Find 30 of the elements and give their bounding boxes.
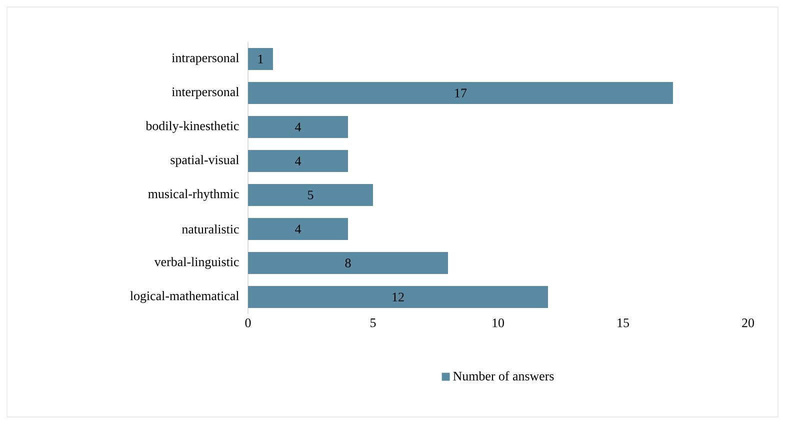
x-tick-label: 15 xyxy=(618,318,629,328)
legend-label: Number of answers xyxy=(453,371,554,380)
data-label: 4 xyxy=(295,122,302,132)
y-tick-label: bodily-kinesthetic xyxy=(146,121,239,133)
bar xyxy=(248,82,674,104)
y-tick-label: verbal-linguistic xyxy=(154,257,239,269)
data-label: 17 xyxy=(455,88,467,98)
x-tick-label: 0 xyxy=(245,318,251,328)
data-label: 4 xyxy=(295,224,302,234)
bar xyxy=(248,116,348,138)
x-tick-label: 5 xyxy=(370,318,376,328)
data-label: 8 xyxy=(345,258,351,268)
y-tick-label: logical-mathematical xyxy=(130,291,240,303)
data-label: 1 xyxy=(258,54,263,64)
bar xyxy=(248,286,548,308)
bar xyxy=(248,150,348,172)
data-label: 5 xyxy=(308,190,314,200)
bar xyxy=(248,218,348,240)
bar xyxy=(248,252,448,274)
y-tick-label: naturalistic xyxy=(182,224,239,234)
bar xyxy=(248,48,274,70)
bar xyxy=(248,184,374,206)
y-tick-label: spatial-visual xyxy=(170,155,239,167)
y-tick-label: interpersonal xyxy=(172,87,239,99)
data-label: 4 xyxy=(295,156,302,166)
y-tick-label: musical-rhythmic xyxy=(148,189,239,201)
data-label: 12 xyxy=(392,292,404,302)
y-tick-label: intrapersonal xyxy=(172,53,239,65)
x-tick-label: 20 xyxy=(742,318,754,328)
x-tick-label: 10 xyxy=(492,318,504,328)
